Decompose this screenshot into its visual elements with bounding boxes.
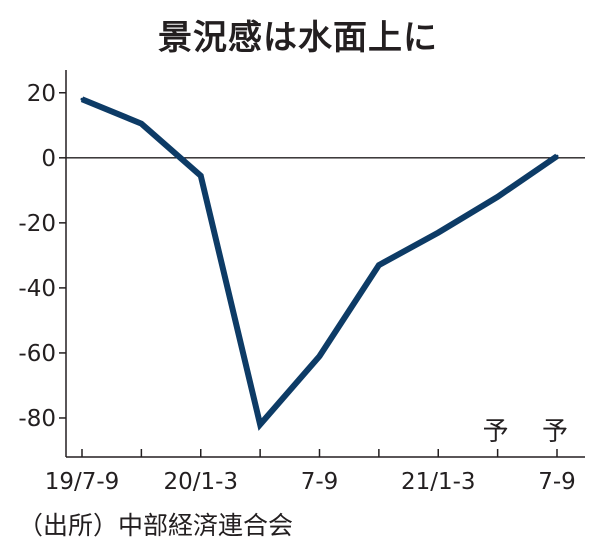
y-tick-label: -60	[18, 341, 56, 367]
y-tick-label: 20	[27, 81, 56, 107]
data-point	[496, 195, 500, 199]
data-point	[555, 154, 559, 158]
series-line	[80, 96, 559, 431]
x-tick-label: 21/1-3	[401, 469, 476, 495]
forecast-label: 予	[483, 417, 509, 447]
y-tick-label: 0	[41, 146, 56, 172]
data-points	[80, 97, 559, 426]
data-point	[199, 174, 203, 178]
x-tick-label: 20/1-3	[163, 469, 238, 495]
data-point	[377, 263, 381, 267]
y-tick-label: -20	[18, 211, 56, 237]
source-note: （出所）中部経済連合会	[18, 511, 294, 540]
data-point	[436, 231, 440, 235]
x-tick-label: 7-9	[301, 469, 339, 495]
data-point	[80, 97, 84, 101]
y-tick-label: -80	[18, 406, 56, 432]
y-tick-label: -40	[18, 276, 56, 302]
forecast-marks: 予予	[483, 417, 568, 447]
chart-title: 景況感は水面上に	[158, 18, 438, 58]
data-point	[139, 122, 143, 126]
x-axis-ticks: 19/7-9 20/1-3 7-9 21/1-3 7-9	[45, 449, 576, 495]
forecast-label: 予	[542, 417, 568, 447]
x-tick-label: 7-9	[538, 469, 576, 495]
data-point	[258, 422, 262, 426]
y-axis-ticks: 20 0 -20 -40 -60 -80	[18, 81, 66, 432]
x-tick-label: 19/7-9	[45, 469, 120, 495]
data-point	[318, 354, 321, 358]
